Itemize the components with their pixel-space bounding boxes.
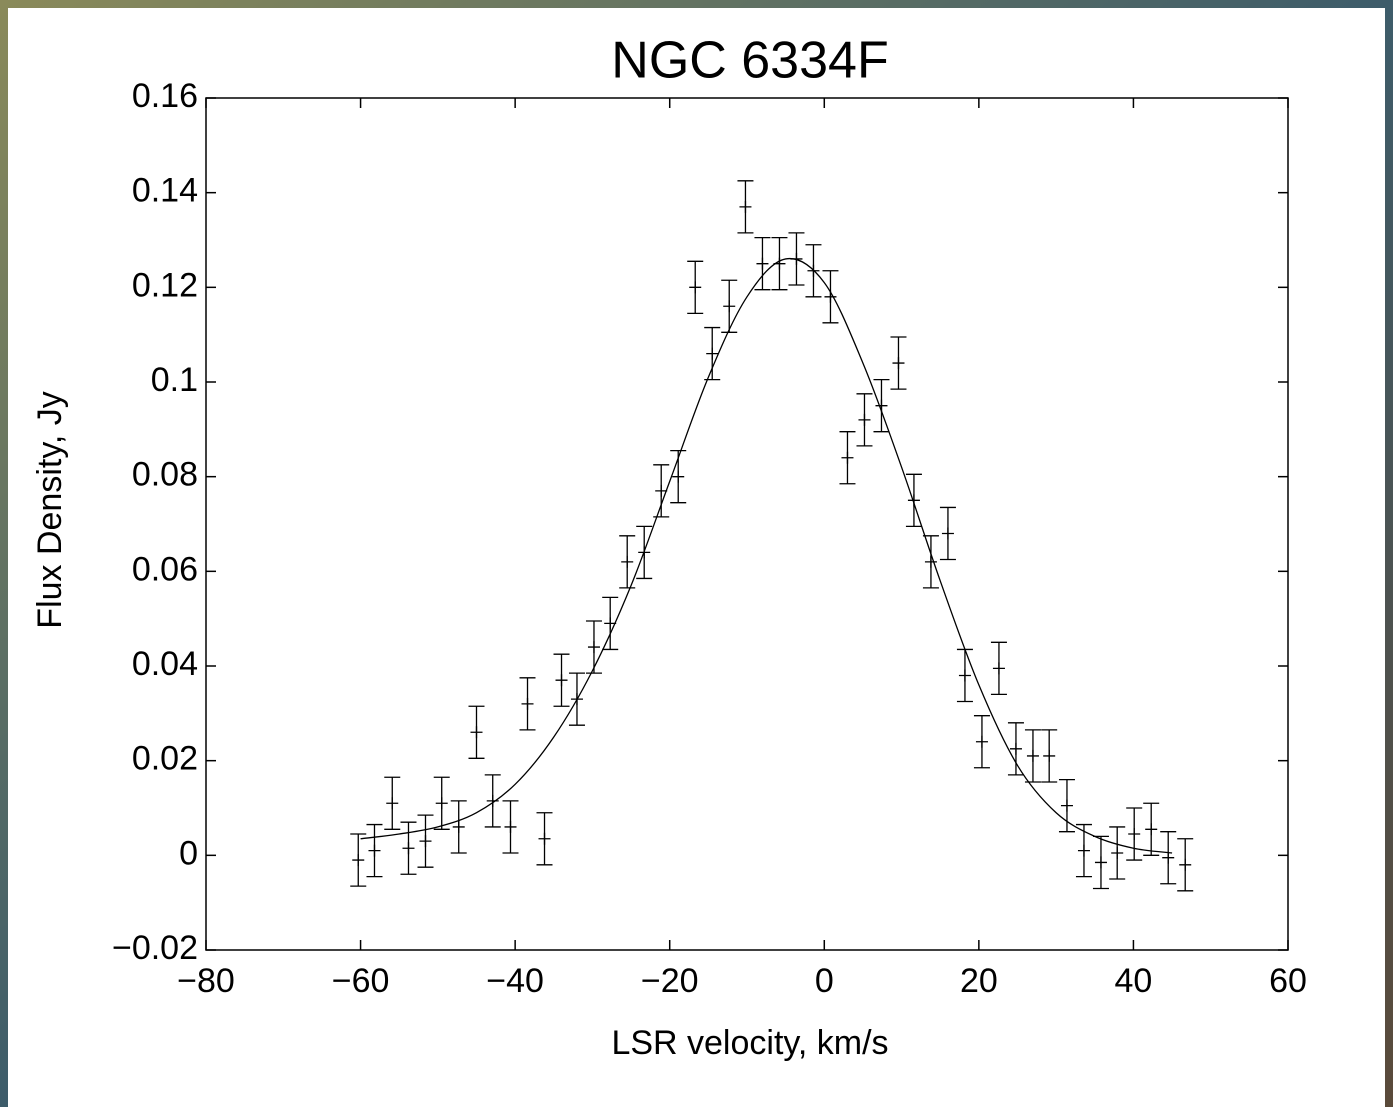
fit-curve <box>360 257 1173 854</box>
data-point <box>756 257 769 270</box>
data-point <box>470 726 483 739</box>
data-point <box>858 413 871 426</box>
data-point <box>924 555 937 568</box>
data-point <box>587 641 600 654</box>
data-point <box>1145 823 1158 836</box>
data-point <box>504 820 517 833</box>
data-point <box>773 257 786 270</box>
data-point <box>1094 856 1107 869</box>
data-point <box>604 617 617 630</box>
data-point <box>706 347 719 360</box>
data-point <box>739 200 752 213</box>
plot-frame <box>205 97 1289 951</box>
y-tick-label: 0.08 <box>132 456 198 494</box>
chart-title: NGC 6334F <box>611 32 888 90</box>
data-point <box>570 693 583 706</box>
y-tick-label: 0.16 <box>132 77 198 115</box>
x-tick-label: 40 <box>1115 962 1153 1000</box>
data-point <box>841 451 854 464</box>
y-tick-label: 0.04 <box>132 645 198 683</box>
data-point <box>486 794 499 807</box>
data-point <box>824 290 837 303</box>
data-point <box>352 854 365 867</box>
data-point <box>941 527 954 540</box>
data-point <box>368 844 381 857</box>
data-point <box>723 300 736 313</box>
data-point <box>638 546 651 559</box>
y-tick-label: 0.02 <box>132 740 198 778</box>
data-point <box>672 470 685 483</box>
x-tick-label: 20 <box>960 962 998 1000</box>
y-tick-label: 0.06 <box>132 550 198 588</box>
y-tick-label: 0.14 <box>132 172 198 210</box>
data-point <box>1128 828 1141 841</box>
data-point <box>1026 749 1039 762</box>
data-point <box>790 252 803 265</box>
data-point <box>402 842 415 855</box>
data-point <box>807 264 820 277</box>
data-point <box>538 832 551 845</box>
data-point <box>555 674 568 687</box>
data-point <box>992 662 1005 675</box>
y-axis-label: Flux Density, Jy <box>31 391 69 628</box>
data-point <box>892 357 905 370</box>
data-point <box>907 494 920 507</box>
data-point <box>655 484 668 497</box>
data-point <box>1111 846 1124 859</box>
data-point <box>452 820 465 833</box>
figure-panel <box>8 8 1385 1107</box>
data-point <box>975 735 988 748</box>
y-tick-label: 0.1 <box>151 361 198 399</box>
data-point <box>1043 749 1056 762</box>
data-point <box>1009 742 1022 755</box>
x-tick-label: 60 <box>1269 962 1307 1000</box>
data-point <box>875 399 888 412</box>
x-tick-label: 0 <box>815 962 834 1000</box>
data-point <box>435 797 448 810</box>
data-point <box>386 797 399 810</box>
data-point <box>1077 844 1090 857</box>
data-point <box>1179 858 1192 871</box>
data-point <box>419 835 432 848</box>
data-point <box>1060 799 1073 812</box>
data-point <box>521 697 534 710</box>
y-tick-label: 0 <box>179 834 198 872</box>
x-tick-label: −60 <box>332 962 390 1000</box>
x-tick-label: −20 <box>641 962 699 1000</box>
y-tick-label: −0.02 <box>112 929 198 967</box>
x-tick-label: −80 <box>177 962 235 1000</box>
x-axis-label: LSR velocity, km/s <box>611 1024 888 1062</box>
y-tick-label: 0.12 <box>132 266 198 304</box>
data-point <box>689 281 702 294</box>
x-tick-label: −40 <box>486 962 544 1000</box>
data-point <box>958 669 971 682</box>
data-point <box>1162 851 1175 864</box>
data-point <box>621 555 634 568</box>
